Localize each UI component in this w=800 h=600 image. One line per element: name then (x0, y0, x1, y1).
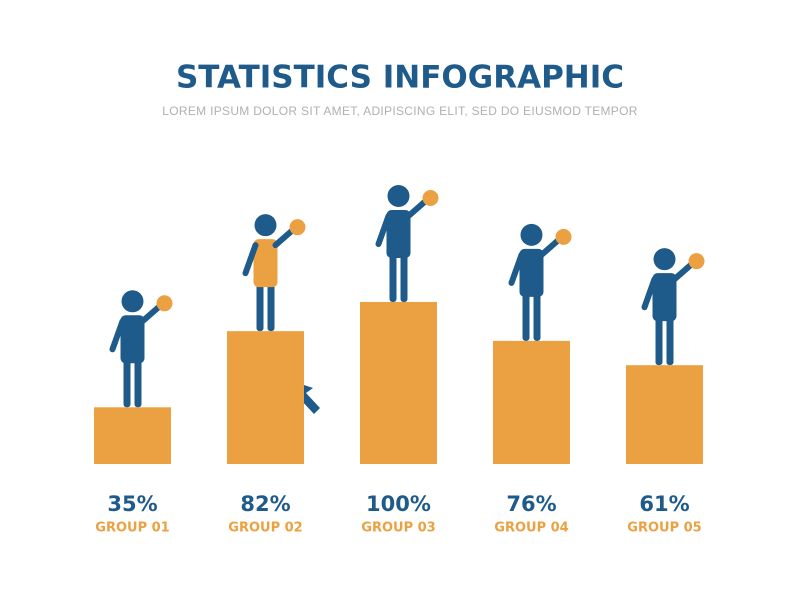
bar (360, 302, 437, 464)
bar (493, 340, 570, 464)
category-label: GROUP 03 (361, 521, 435, 536)
figure-arm (242, 242, 259, 277)
figure-leg (267, 283, 275, 332)
figure-prop (422, 190, 439, 206)
figure-arm (538, 237, 561, 258)
figure-prop (289, 219, 306, 236)
chart-title: STATISTICS INFOGRAPHIC (176, 60, 624, 96)
figure-prop (156, 295, 173, 312)
category-label: GROUP 01 (95, 521, 169, 536)
value-label: 100% (366, 492, 431, 516)
figure-head (653, 248, 676, 271)
figure-body (120, 315, 145, 364)
figure-leg (400, 254, 408, 302)
category-label: GROUP 05 (627, 521, 701, 536)
figure-head (520, 223, 543, 246)
figure-leg (256, 283, 264, 332)
figure-prop (688, 253, 705, 270)
figure-arm (109, 318, 126, 353)
figure-body (253, 239, 278, 288)
figure-leg (522, 292, 530, 341)
value-label: 76% (506, 492, 556, 516)
chart-subtitle: LOREM IPSUM DOLOR SIT AMET, ADIPISCING E… (162, 104, 637, 118)
figure-body (652, 273, 677, 322)
value-label: 35% (107, 492, 157, 516)
figure-arm (139, 304, 162, 325)
figure-head (121, 290, 144, 313)
figure-leg (533, 292, 541, 341)
figure-leg (134, 359, 142, 408)
category-label: GROUP 04 (494, 521, 568, 536)
figure-leg (389, 254, 397, 302)
figure-arm (375, 213, 392, 247)
figure-body (386, 210, 411, 258)
figure-leg (666, 317, 674, 366)
figure-leg (123, 359, 131, 408)
figure-prop (555, 228, 572, 245)
figure-arm (641, 276, 658, 311)
figure-arm (405, 199, 428, 219)
figure-body (519, 248, 544, 297)
value-label: 82% (240, 492, 290, 516)
figure-leg (655, 317, 663, 366)
category-label: GROUP 02 (228, 521, 302, 536)
bar (94, 407, 171, 464)
figure-arm (272, 228, 295, 249)
figure-head (387, 185, 410, 207)
figure-arm (671, 262, 694, 283)
bar (227, 331, 304, 464)
bar (626, 365, 703, 464)
figure-head (254, 214, 277, 237)
figure-arm (508, 251, 525, 286)
value-label: 61% (639, 492, 689, 516)
